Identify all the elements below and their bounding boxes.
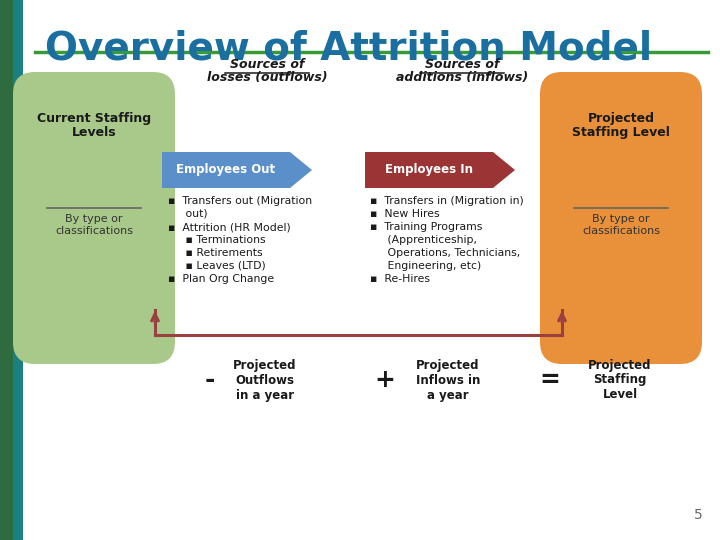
Text: ▪  Plan Org Change: ▪ Plan Org Change xyxy=(168,274,274,284)
Text: ▪  Training Programs: ▪ Training Programs xyxy=(370,222,482,232)
FancyBboxPatch shape xyxy=(13,72,175,364)
Text: Current Staffing: Current Staffing xyxy=(37,112,151,125)
Text: By type or
classifications: By type or classifications xyxy=(55,214,133,235)
Text: Projected
Staffing
Level: Projected Staffing Level xyxy=(588,359,652,402)
Text: Projected
Inflows in
a year: Projected Inflows in a year xyxy=(416,359,480,402)
Polygon shape xyxy=(162,152,312,188)
Text: Operations, Technicians,: Operations, Technicians, xyxy=(370,248,521,258)
Text: ▪ Leaves (LTD): ▪ Leaves (LTD) xyxy=(168,261,266,271)
Text: ▪  New Hires: ▪ New Hires xyxy=(370,209,440,219)
Text: ▪  Attrition (HR Model): ▪ Attrition (HR Model) xyxy=(168,222,291,232)
Text: additions (inflows): additions (inflows) xyxy=(396,71,528,84)
FancyBboxPatch shape xyxy=(540,72,702,364)
Text: ▪  Transfers out (Migration: ▪ Transfers out (Migration xyxy=(168,196,312,206)
Text: losses (outflows): losses (outflows) xyxy=(207,71,328,84)
Text: Engineering, etc): Engineering, etc) xyxy=(370,261,481,271)
Text: -: - xyxy=(204,368,215,392)
Text: =: = xyxy=(539,368,560,392)
Text: By type or
classifications: By type or classifications xyxy=(582,214,660,235)
Text: 5: 5 xyxy=(694,508,703,522)
Text: out): out) xyxy=(168,209,207,219)
Text: Employees Out: Employees Out xyxy=(176,164,276,177)
Text: Sources of: Sources of xyxy=(230,58,305,71)
Text: Projected: Projected xyxy=(588,112,654,125)
Text: Staffing Level: Staffing Level xyxy=(572,126,670,139)
Polygon shape xyxy=(365,152,515,188)
Text: ▪  Re-Hires: ▪ Re-Hires xyxy=(370,274,430,284)
Text: Employees In: Employees In xyxy=(385,164,473,177)
Text: ▪  Transfers in (Migration in): ▪ Transfers in (Migration in) xyxy=(370,196,523,206)
Text: Levels: Levels xyxy=(72,126,117,139)
Text: ▪ Retirements: ▪ Retirements xyxy=(168,248,263,258)
Text: ▪ Terminations: ▪ Terminations xyxy=(168,235,266,245)
Text: Sources of: Sources of xyxy=(425,58,499,71)
FancyBboxPatch shape xyxy=(0,0,13,540)
Text: Overview of Attrition Model: Overview of Attrition Model xyxy=(45,30,652,68)
FancyBboxPatch shape xyxy=(13,0,23,540)
Text: (Apprenticeship,: (Apprenticeship, xyxy=(370,235,477,245)
Text: +: + xyxy=(374,368,395,392)
Text: Projected
Outflows
in a year: Projected Outflows in a year xyxy=(233,359,297,402)
